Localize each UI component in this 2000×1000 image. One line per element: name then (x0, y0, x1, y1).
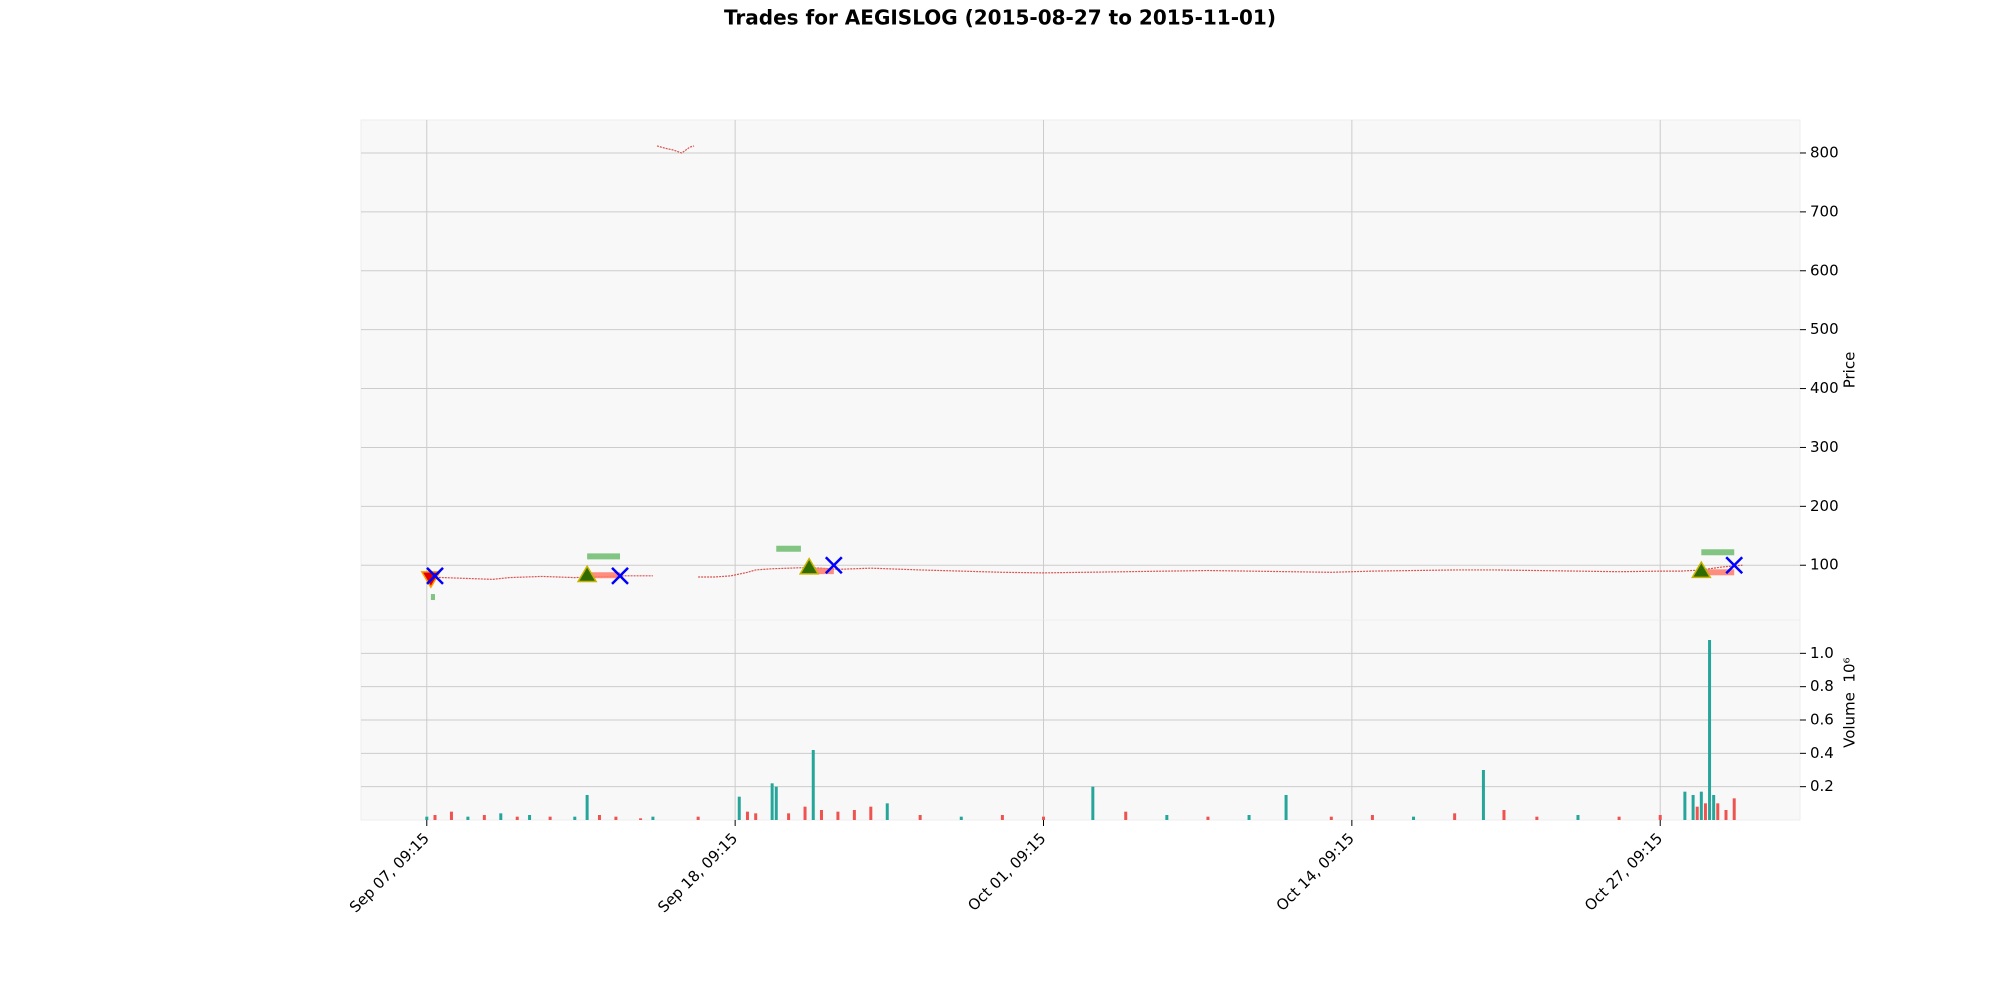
volume-bar (515, 816, 519, 820)
target-level (776, 545, 801, 552)
y-tick-label: 300 (1810, 438, 1839, 456)
volume-bar (745, 811, 749, 820)
target-level (587, 553, 621, 560)
volume-bar (1412, 816, 1416, 820)
volume-bar (1502, 810, 1506, 820)
volume-bar (1206, 816, 1210, 820)
volume-bar (528, 815, 532, 820)
volume-bar (737, 796, 741, 820)
exit-marker (611, 566, 629, 585)
volume-bar (1041, 816, 1045, 820)
y-tick-label: 0.6 (1810, 711, 1834, 729)
volume-bar (651, 816, 655, 820)
volume-bar (1716, 803, 1720, 820)
volume-bar (1724, 810, 1728, 820)
volume-bar (836, 811, 840, 820)
y-axis-label: Volume (1841, 692, 1859, 748)
volume-bar (1576, 815, 1580, 820)
volume-bar (499, 813, 503, 820)
volume-bar (885, 803, 889, 820)
volume-bar (548, 816, 552, 820)
volume-bar (573, 816, 577, 820)
volume-bar (1124, 811, 1128, 820)
y-tick-label: 600 (1810, 261, 1839, 279)
volume-bar (1703, 803, 1707, 820)
volume-bar (1699, 791, 1703, 820)
y-tick-label: 200 (1810, 497, 1839, 515)
volume-bar (787, 813, 791, 820)
volume-bar (1535, 816, 1539, 820)
volume-bar (425, 816, 429, 820)
volume-bar (1708, 640, 1712, 820)
y-tick-label: 0.4 (1810, 744, 1834, 762)
volume-bar (1370, 815, 1374, 820)
volume-bar (696, 816, 700, 820)
stop-level (587, 572, 621, 579)
volume-bar (852, 810, 856, 820)
volume-bar (433, 815, 437, 820)
volume-bar (770, 783, 774, 820)
exit-marker (824, 556, 843, 575)
y-tick-label: 400 (1810, 379, 1839, 397)
long-entry (1691, 560, 1712, 579)
volume-bar (1712, 795, 1716, 820)
y-tick-label: 100 (1810, 556, 1839, 574)
target-level (1701, 549, 1735, 556)
x-tick-label: Sep 18, 09:15 (654, 829, 741, 916)
stop-level (809, 568, 834, 575)
volume-bar (585, 795, 589, 820)
long-entry (798, 557, 820, 575)
volume-bar (639, 818, 643, 820)
volume-bar (959, 816, 963, 820)
y-tick-label: 0.8 (1810, 677, 1834, 695)
volume-bar (803, 806, 807, 820)
axis-offset-label: 10⁶ (1841, 657, 1859, 682)
volume-bar (1247, 815, 1251, 820)
volume-bar (754, 813, 758, 820)
chart-title: Trades for AEGISLOG (2015-08-27 to 2015-… (724, 6, 1276, 30)
volume-bar (1732, 798, 1736, 820)
volume-bar (466, 816, 470, 820)
stop-level (1701, 569, 1735, 576)
volume-bar (1481, 770, 1485, 820)
volume-bar (1695, 806, 1699, 820)
volume-bar (1000, 815, 1004, 820)
exit-marker (1725, 556, 1744, 575)
volume-bar (1683, 791, 1687, 820)
x-tick-label: Oct 01, 09:15 (964, 829, 1049, 914)
exit-marker (426, 566, 444, 585)
volume-bar (614, 816, 618, 820)
volume-bar (869, 806, 873, 820)
x-tick-label: Oct 27, 09:15 (1581, 829, 1666, 914)
panel-background (360, 119, 1801, 621)
volume-bar (1165, 815, 1169, 820)
volume-bar (918, 815, 922, 820)
volume-bar (1284, 795, 1288, 820)
volume-bar (819, 810, 823, 820)
y-tick-label: 700 (1810, 202, 1839, 220)
volume-bar (1691, 795, 1695, 820)
y-tick-label: 1.0 (1810, 644, 1834, 662)
volume-bar (1617, 816, 1621, 820)
y-tick-label: 500 (1810, 320, 1839, 338)
y-tick-label: 0.2 (1810, 777, 1834, 795)
y-axis-label: Price (1841, 352, 1859, 389)
target-level (430, 594, 436, 601)
volume-bar (449, 811, 453, 820)
volume-bar (1329, 816, 1333, 820)
x-tick-label: Oct 14, 09:15 (1273, 829, 1358, 914)
volume-bar (1453, 813, 1457, 820)
volume-bar (482, 815, 486, 820)
x-tick-label: Sep 07, 09:15 (346, 829, 433, 916)
long-entry (576, 564, 598, 583)
volume-bar (774, 786, 778, 820)
volume-bar (1091, 786, 1095, 820)
volume-bar (597, 815, 601, 820)
volume-bar (1658, 815, 1662, 820)
y-tick-label: 800 (1810, 143, 1839, 161)
volume-bar (811, 750, 815, 820)
